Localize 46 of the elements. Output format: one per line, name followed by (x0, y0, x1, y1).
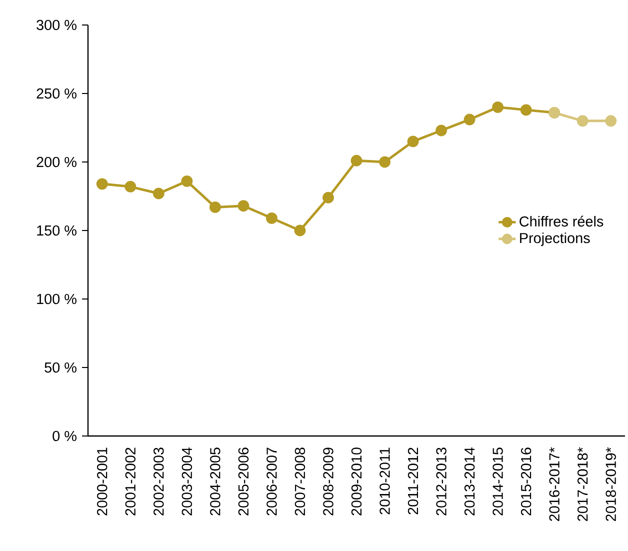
x-tick-label: 2000-2001 (97, 448, 108, 516)
point (322, 192, 334, 204)
x-tick-label: 2009-2010 (351, 448, 362, 516)
x-tick-label: 2003-2004 (182, 447, 192, 516)
x-tick-label: 2013-2014 (464, 447, 475, 516)
y-tick-label: 100 % (37, 294, 76, 304)
point (436, 124, 448, 136)
point (576, 115, 588, 127)
x-tick-label: 2002-2003 (154, 448, 164, 516)
point (266, 212, 278, 224)
x-tick-label: 2014-2015 (492, 448, 503, 516)
point (96, 178, 108, 190)
x-tick-label: 2004-2005 (210, 448, 220, 516)
x-tick-label: 2011-2012 (408, 448, 418, 514)
y-tick-label: 50 % (44, 362, 76, 373)
point (209, 201, 221, 213)
point (124, 180, 136, 192)
x-tick-label: 2006-2007 (266, 448, 277, 516)
x-tick-label: 2008-2009 (323, 448, 334, 516)
y-tick-label: 250 % (36, 88, 76, 99)
x-tick-label: 2012-2013 (436, 448, 446, 516)
point (238, 200, 250, 212)
x-tick-label: 2017-2018* (577, 447, 588, 521)
x-tick-label: 2015-2016 (520, 448, 532, 516)
y-tick-label: 150 % (37, 225, 76, 236)
point (464, 114, 476, 126)
y-tick-label: 300 % (36, 20, 76, 30)
legend-label: Chiffres réels (520, 216, 604, 227)
point (605, 115, 617, 127)
point (350, 154, 362, 166)
y-tick-label: 200 % (36, 156, 76, 168)
point (152, 188, 164, 200)
point (379, 156, 390, 168)
legend-label: Projections (520, 232, 590, 246)
x-tick-label: 2018-2019* (606, 447, 616, 521)
x-tick-label: 2007-2008 (294, 448, 306, 516)
x-tick-label: 2010-2011 (380, 448, 390, 514)
point (294, 224, 306, 236)
point (520, 104, 532, 116)
y-tick-label: 0 % (52, 430, 76, 442)
x-tick-label: 2005-2006 (238, 448, 249, 516)
x-tick-label: 2016-2017* (549, 447, 560, 521)
point (181, 175, 193, 187)
x-tick-label: 2001-2002 (125, 448, 136, 516)
point (407, 136, 419, 148)
point (492, 101, 504, 113)
